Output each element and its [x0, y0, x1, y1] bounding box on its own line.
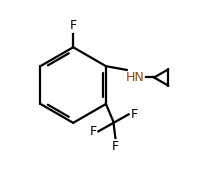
Text: F: F — [112, 140, 119, 153]
Text: F: F — [70, 19, 77, 32]
Text: F: F — [89, 125, 97, 138]
Text: F: F — [131, 108, 138, 121]
Text: HN: HN — [126, 71, 145, 84]
